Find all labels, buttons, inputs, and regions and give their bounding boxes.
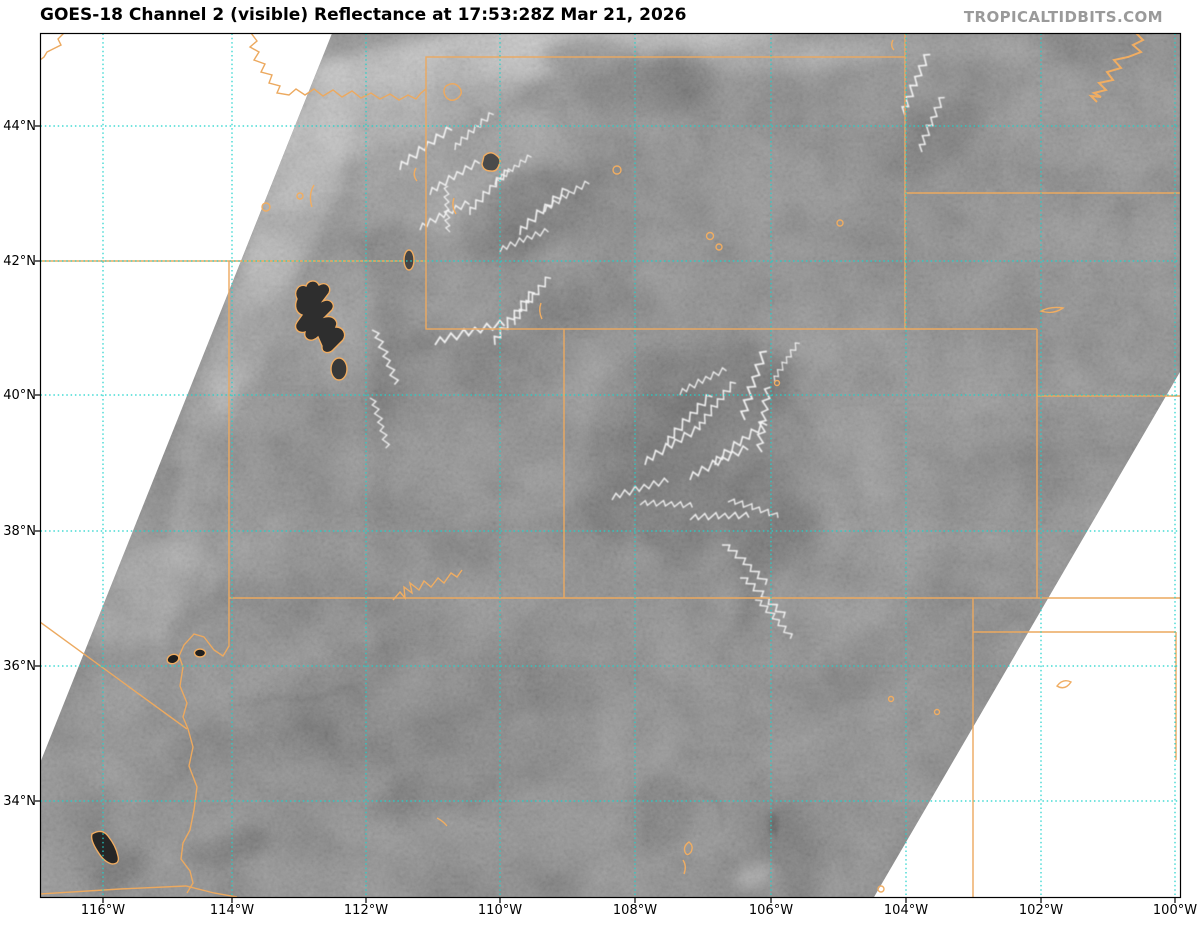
lake-bear [403,249,415,271]
lake-elephant-butte [683,841,693,856]
latlon-gridlines [40,33,1181,897]
border-california-nevada [40,621,188,730]
lake-conchas [887,695,895,703]
lake-granby [773,379,781,387]
lake-mcconaughy [1039,306,1065,314]
lake-mead-west [166,653,180,665]
watermark: TROPICALTIDBITS.COM [963,8,1163,26]
x-tick-label: 110°W [477,903,523,918]
lake-magic [296,192,304,200]
lake-small-tx [877,885,885,893]
y-tick-label: 34°N [3,794,36,809]
lake-great-salt [294,280,346,354]
lake-hebgen [443,83,462,101]
lake-henrys [413,167,418,182]
lake-oahe [1088,33,1145,103]
border-idaho-montana [248,33,427,101]
x-tick-label: 106°W [748,903,794,918]
y-tick-label: 44°N [3,119,36,134]
y-tick-label: 36°N [3,659,36,674]
x-tick-label: 104°W [883,903,929,918]
state-borders [40,33,1181,898]
lake-snake-reservoir [309,184,315,208]
satellite-image-swath [40,33,1181,897]
y-tick-label: 40°N [3,388,36,403]
x-tick-label: 108°W [612,903,658,918]
plot-frame [35,32,1182,903]
lake-seminoe [715,243,723,251]
lake-bighorn [891,39,895,51]
lake-yellowstone [481,152,501,172]
axis-tick-marks [35,125,1176,903]
lake-roosevelt [436,817,448,827]
lake-caballo [682,859,686,875]
map-title: GOES-18 Channel 2 (visible) Reflectance … [40,5,687,25]
x-tick-label: 114°W [209,903,255,918]
border-mexico [40,885,238,898]
x-tick-label: 116°W [80,903,126,918]
x-tick-label: 102°W [1018,903,1064,918]
lake-jackson [452,197,457,215]
lake-powell [392,569,463,601]
x-tick-label: 112°W [343,903,389,918]
lake-pathfinder [705,231,715,241]
lake-mead-east [193,648,207,658]
x-tick-label: 100°W [1152,903,1198,918]
lake-american-falls [261,202,271,212]
lake-meredith [1055,679,1073,689]
lake-salton-sea [90,830,120,865]
y-tick-label: 42°N [3,254,36,269]
lake-utah [330,357,348,381]
y-tick-label: 38°N [3,524,36,539]
border-colorado-river [178,598,230,894]
lake-santa-rosa [933,708,941,716]
lake-flaming-gorge [539,302,543,320]
lake-outlines [90,33,1145,893]
lake-glendo [836,219,844,227]
lake-boysen [612,165,622,175]
border-oregon-idaho-snake [40,33,65,61]
